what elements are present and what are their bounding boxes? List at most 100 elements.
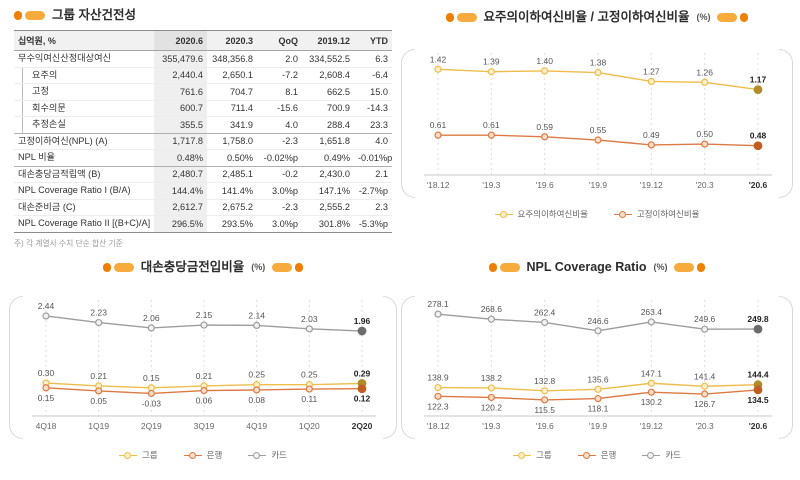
panel-title-text: 대손충당금전입비율 <box>140 260 245 274</box>
value-cell: 704.7 <box>207 83 257 101</box>
data-point <box>253 321 261 329</box>
x-axis-label: '19.6 <box>536 180 554 190</box>
value-cell: 711.4 <box>207 100 257 117</box>
value-cell: 8.1 <box>257 83 302 101</box>
row-label: NPL Coverage Ratio II [(B+C)/A] <box>18 218 151 228</box>
value-cell: 147.1% <box>302 182 354 200</box>
data-point <box>701 78 709 86</box>
value-cell: 2,430.0 <box>302 166 354 183</box>
legend-marker-icon <box>613 210 632 219</box>
credit-cost-ratio-panel: 대손충당금전입비율 (%) 4Q18 1Q19 2Q19 3Q19 4Q19 1Q20 2Q… <box>9 260 397 461</box>
value-label: 118.1 <box>588 404 609 414</box>
x-axis-label: '19.12 <box>640 180 663 190</box>
row-label-cell: 요주의 <box>14 67 154 84</box>
legend-item: 요주의이하여신비율 <box>494 208 588 220</box>
legend-marker-icon <box>119 451 138 460</box>
value-cell: 600.7 <box>154 100 207 117</box>
value-cell: 341.9 <box>207 116 257 134</box>
value-label: 130.2 <box>641 397 663 407</box>
data-point <box>647 141 655 149</box>
data-point <box>200 321 208 329</box>
legend-item: 그룹 <box>513 449 552 461</box>
data-point <box>434 131 442 139</box>
data-point <box>434 392 442 400</box>
value-cell: -15.6 <box>257 100 302 117</box>
value-label: 246.6 <box>587 316 609 326</box>
row-label: NPL Coverage Ratio I (B/A) <box>18 185 131 195</box>
data-point <box>95 318 103 327</box>
row-label: NPL 비율 <box>18 152 55 162</box>
row-label-cell: 무수익여신산정대상여신 <box>14 50 154 68</box>
data-point <box>701 325 709 333</box>
value-label: 132.8 <box>534 376 556 386</box>
chart-legend: 요주의이하여신비율 고정이하여신비율 <box>406 208 788 220</box>
value-label: 1.39 <box>483 57 500 67</box>
row-label: 대손준비금 (C) <box>18 201 76 212</box>
value-cell: 0.49% <box>302 149 354 167</box>
row-label-cell: 고정 <box>14 83 154 101</box>
value-label: 0.05 <box>90 396 107 406</box>
table-row: NPL Coverage Ratio I (B/A) 144.4% 141.4% 3.… <box>14 182 392 200</box>
data-point <box>753 85 763 94</box>
value-label: 262.4 <box>534 307 556 317</box>
value-label: 268.6 <box>481 304 503 314</box>
value-cell: 2,485.1 <box>207 166 257 183</box>
value-label: 1.40 <box>536 56 553 66</box>
value-label: 0.15 <box>38 393 55 403</box>
table-row: 고정이하여신(NPL) (A) 1,717.8 1,758.0 -2.3 1,651.8… <box>14 133 392 150</box>
legend-label: 고정이하여신비율 <box>636 209 700 219</box>
value-cell: 296.5% <box>154 215 207 233</box>
x-axis-label: '19.9 <box>589 421 607 431</box>
value-label: -0.03 <box>142 398 162 408</box>
data-point <box>305 325 313 333</box>
data-point <box>701 140 709 148</box>
x-axis-label: 3Q19 <box>194 421 215 431</box>
value-label: 249.8 <box>747 314 769 324</box>
asset-quality-table: 십억원, % 2020.6 2020.3 QoQ 2019.12 YTD 무수익여신산정대… <box>14 30 392 233</box>
row-label: 대손충당금적립액 (B) <box>18 168 101 179</box>
data-point <box>305 385 313 393</box>
column-header-cell: YTD <box>354 30 392 51</box>
value-label: 278.1 <box>427 299 449 309</box>
legend-item: 카드 <box>248 449 287 461</box>
data-point <box>594 385 602 393</box>
panel-title-npl-coverage: NPL Coverage Ratio (%) <box>406 260 788 275</box>
x-axis-label: '19.3 <box>482 180 500 190</box>
accent-pill-icon <box>456 13 477 22</box>
x-axis-label: '19.3 <box>482 421 500 431</box>
x-axis-label: '19.9 <box>589 180 607 190</box>
row-label-cell: 대손준비금 (C) <box>14 199 154 216</box>
value-label: 0.08 <box>248 395 265 405</box>
value-label: 144.4 <box>747 370 769 380</box>
legend-label: 카드 <box>665 450 681 460</box>
data-point <box>487 384 495 392</box>
value-label: 0.21 <box>90 371 107 381</box>
legend-item: 그룹 <box>119 449 158 461</box>
x-axis-label: '20.3 <box>696 421 714 431</box>
npl-coverage-ratio-chart: '18.12 '19.3 '19.6 '19.9 '19.12 '20.3 '20.6 138… <box>424 299 772 431</box>
value-cell: 144.4% <box>154 182 207 200</box>
legend-item: 고정이하여신비율 <box>613 208 700 220</box>
value-cell: -7.2 <box>257 67 302 84</box>
data-point <box>701 390 709 398</box>
legend-label: 카드 <box>271 450 287 460</box>
chart-area: '18.12 '19.3 '19.6 '19.9 '19.12 '20.3 '20.6 138… <box>401 280 793 442</box>
panel-title-unit: (%) <box>653 262 668 272</box>
title-accent-icon <box>14 11 45 20</box>
row-label-cell: NPL Coverage Ratio I (B/A) <box>14 182 154 200</box>
x-axis-label: '20.6 <box>749 180 768 190</box>
value-label: 249.6 <box>694 314 716 324</box>
data-point <box>487 393 495 402</box>
value-cell: 2,675.2 <box>207 199 257 216</box>
value-label: 2.03 <box>301 314 318 324</box>
data-point <box>541 396 549 404</box>
accent-pill-icon <box>697 263 706 272</box>
value-cell: 293.5% <box>207 215 257 233</box>
row-label-cell: NPL 비율 <box>14 149 154 167</box>
title-accent-icon <box>102 263 134 272</box>
data-point <box>200 387 208 395</box>
data-point <box>357 326 367 336</box>
value-label: 120.2 <box>481 402 503 412</box>
value-label: 0.59 <box>536 122 553 132</box>
data-point <box>647 379 655 387</box>
